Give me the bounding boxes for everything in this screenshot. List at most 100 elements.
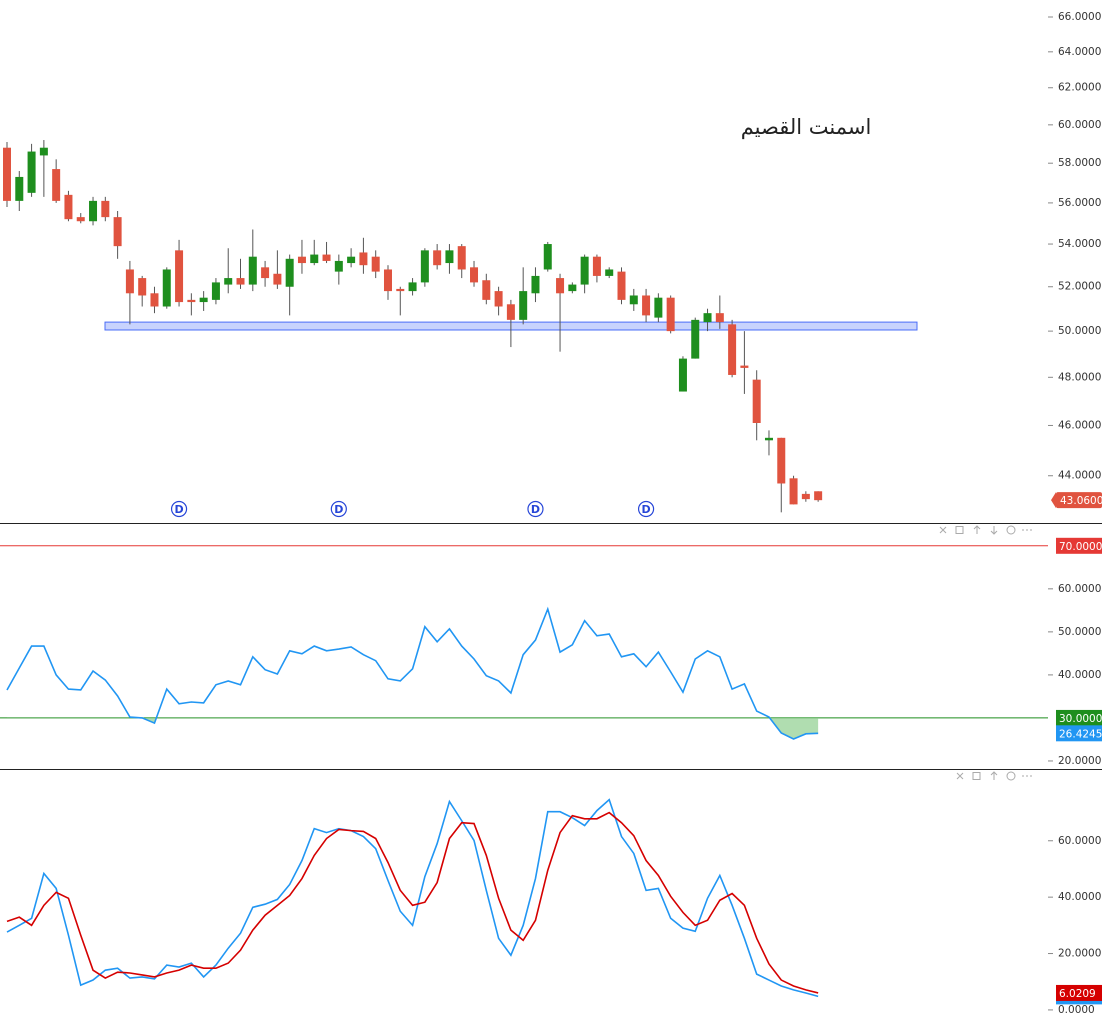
- candle-body: [568, 284, 577, 292]
- event-label: D: [174, 503, 183, 516]
- series-line: [6, 798, 819, 998]
- candle-body: [334, 260, 343, 272]
- candle-body: [396, 288, 405, 292]
- candle-body: [752, 379, 761, 423]
- candle-body: [211, 282, 220, 300]
- event-marker: [170, 500, 188, 518]
- y-tick-label: 44.0000: [1058, 470, 1101, 482]
- close-icon[interactable]: [939, 526, 947, 534]
- candle-body: [580, 256, 589, 285]
- y-tick-label: 66.0000: [1058, 11, 1101, 23]
- candle-body: [482, 280, 491, 300]
- candle-body: [814, 491, 823, 501]
- candle-body: [310, 254, 319, 264]
- candle-body: [383, 269, 392, 292]
- candle-body: [297, 256, 306, 264]
- y-tick-label: 64.0000: [1058, 46, 1101, 58]
- candle-body: [728, 324, 737, 375]
- y-tick-label: 40.0000: [1058, 669, 1101, 681]
- last-price-tag-bg: [1056, 492, 1102, 509]
- y-tick-label: 46.0000: [1058, 419, 1101, 431]
- y-tick-label: 50.0000: [1058, 626, 1101, 638]
- oversold-area: [7, 717, 819, 740]
- candle-body: [691, 319, 700, 359]
- candle-body: [3, 147, 11, 201]
- candle-body: [15, 176, 24, 201]
- candle-body: [494, 291, 503, 307]
- chart-title: اسمنت القصيم: [741, 115, 872, 140]
- candle-body: [76, 217, 85, 222]
- close-icon[interactable]: [956, 772, 964, 780]
- panel-toolbar[interactable]: [939, 525, 1033, 535]
- y-tick-label: 20.0000: [1058, 948, 1101, 960]
- candle-body: [113, 217, 122, 247]
- event-marker: [330, 500, 347, 518]
- event-marker: [527, 500, 544, 518]
- event-marker: [637, 500, 655, 518]
- candle-body: [764, 437, 773, 441]
- candle-body: [322, 254, 331, 261]
- level-label: 30.0000: [1059, 713, 1102, 725]
- candle-body: [629, 295, 638, 305]
- candle-body: [39, 147, 48, 156]
- candle-body: [89, 200, 98, 222]
- candle-body: [125, 269, 134, 294]
- last-price-tag-arrow: [1051, 492, 1056, 509]
- up-icon[interactable]: [990, 771, 998, 780]
- level-label-bg: [1056, 709, 1102, 726]
- candle-body: [248, 256, 257, 285]
- y-tick-label: 54.0000: [1058, 238, 1101, 250]
- candle-body: [236, 278, 245, 285]
- candle-body: [678, 358, 687, 392]
- y-tick-label: 60.0000: [1058, 835, 1101, 847]
- candle-body: [175, 250, 184, 303]
- y-tick-label: 60.0000: [1058, 119, 1101, 131]
- candle-body: [531, 275, 540, 294]
- y-tick-label: 56.0000: [1058, 197, 1101, 209]
- y-tick-label: 48.0000: [1058, 371, 1101, 383]
- candle-body: [605, 269, 614, 276]
- candle-body: [543, 244, 552, 270]
- candle-body: [408, 282, 417, 292]
- candle-body: [273, 273, 282, 285]
- candle-body: [445, 250, 454, 264]
- candle-body: [519, 291, 528, 320]
- candle-body: [592, 256, 601, 276]
- candle-body: [162, 269, 171, 307]
- y-tick-label: 52.0000: [1058, 281, 1101, 293]
- event-label: D: [642, 503, 651, 516]
- candle-body: [506, 304, 515, 320]
- candle-body: [715, 313, 724, 323]
- candle-body: [777, 437, 786, 484]
- candle-body: [199, 297, 208, 303]
- level-label-bg: [1056, 537, 1102, 554]
- candle-body: [457, 246, 466, 270]
- candle-body: [27, 151, 36, 193]
- candle-body: [261, 267, 270, 279]
- up-icon[interactable]: [973, 525, 981, 534]
- maximize-icon[interactable]: [955, 526, 964, 534]
- candle-body: [801, 493, 810, 500]
- maximize-icon[interactable]: [972, 772, 981, 780]
- y-tick-label: 58.0000: [1058, 157, 1101, 169]
- panel-toolbar[interactable]: [956, 771, 1033, 781]
- settings-icon[interactable]: [1006, 525, 1016, 535]
- candle-body: [224, 278, 233, 285]
- candle-body: [740, 365, 749, 368]
- candle-body: [617, 271, 626, 300]
- y-tick-label: 20.0000: [1058, 755, 1101, 767]
- candle-body: [138, 278, 147, 296]
- settings-icon[interactable]: [1006, 771, 1016, 781]
- candle-body: [666, 297, 675, 332]
- last-value-label-bg: [1056, 725, 1102, 742]
- y-tick-label: 62.0000: [1058, 82, 1101, 94]
- event-label: D: [334, 503, 343, 516]
- down-icon[interactable]: [990, 526, 998, 535]
- candle-body: [285, 258, 294, 287]
- candle-body: [470, 267, 479, 283]
- candle-body: [433, 250, 442, 266]
- candle-body: [789, 478, 798, 505]
- candle-body: [347, 256, 356, 264]
